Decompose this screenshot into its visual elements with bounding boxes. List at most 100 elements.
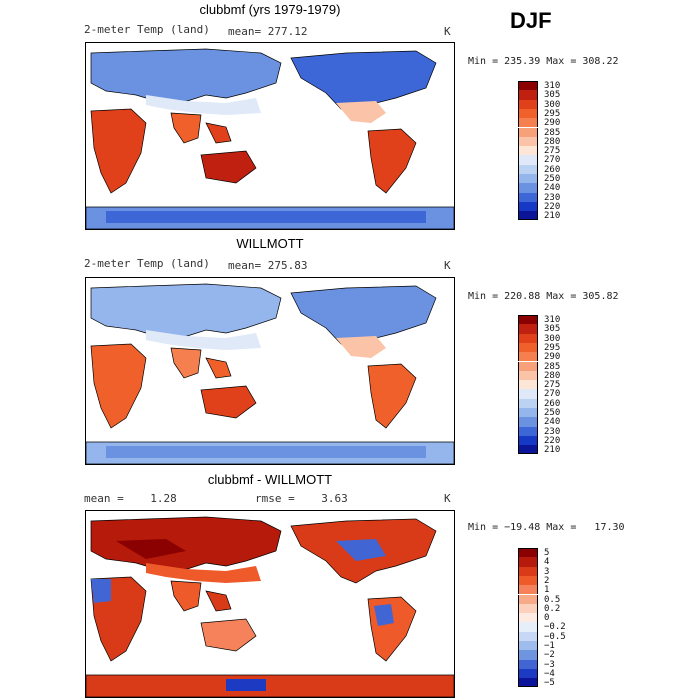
eurasia-region [90,48,282,104]
colorbar-tick-label: 295 [544,342,561,353]
colorbar-tick-label: 4 [544,557,550,568]
colorbar-tick-label: 230 [544,426,561,437]
panel-2-variable-label: 2-meter Temp (land) [84,257,210,270]
colorbar-swatch [518,594,538,604]
colorbar-tick-label: 290 [544,118,561,129]
colorbar-tick-label: −1 [544,641,555,651]
eurasia-region [90,516,282,572]
panel-2-mean-label: mean= 275.83 [228,259,308,272]
panel-1-title: clubbmf (yrs 1979-1979) [199,2,341,17]
colorbar-tick-label: 275 [544,380,561,391]
eurasia-region [90,283,282,339]
colorbar-tick-label: 295 [544,108,561,119]
colorbar-swatch [518,417,538,427]
colorbar-swatch [518,136,538,147]
colorbar-swatch [518,585,538,595]
colorbar-tick-label: 280 [544,370,561,381]
colorbar-swatch [518,641,538,651]
colorbar-swatch [518,575,538,586]
colorbar-tick-label: 250 [544,174,561,184]
colorbar-tick-label: −3 [544,659,555,670]
colorbar-swatch [518,408,538,418]
colorbar-tick-label: 275 [544,146,561,157]
antarctica-region [86,674,454,697]
colorbar-swatch [518,370,538,381]
panel-3-map [85,510,455,698]
australia-region [200,150,257,184]
colorbar-tick-label: 0 [544,613,550,624]
south-america-region [367,128,417,194]
colorbar-tick-label: 305 [544,324,561,335]
colorbar-swatch [518,211,538,221]
panel-3-mean-label: mean = 1.28 [84,492,177,505]
colorbar-tick-label: 305 [544,90,561,101]
africa-region [90,108,147,194]
season-label: DJF [510,8,552,33]
north-america-region [290,50,437,116]
panel-3-title: clubbmf - WILLMOTT [207,472,333,487]
panel-1-colorbar: 310 305 300 295 290 285 280 275 270 260 250 240 230 2… [518,81,588,221]
panel-2-map [85,277,455,465]
panel-1-mean-label: mean= 277.12 [228,25,308,38]
colorbar-swatch [518,426,538,436]
africa-region [90,343,147,429]
colorbar-swatch [518,398,538,408]
colorbar-tick-label: 240 [544,183,561,194]
colorbar-tick-label: 260 [544,398,561,409]
colorbar-tick-label: 270 [544,155,561,166]
colorbar-swatch [518,435,538,446]
colorbar-swatch [518,333,538,343]
colorbar-tick-label: 240 [544,417,561,428]
colorbar-tick-label: 280 [544,136,561,147]
colorbar-swatch [518,613,538,623]
colorbar-tick-label: −4 [544,668,555,679]
colorbar-tick-label: 210 [544,445,561,456]
colorbar-swatch [518,548,538,558]
colorbar-swatch [518,352,538,362]
north-america-region [290,285,437,351]
panel-1-map [85,42,455,230]
colorbar-tick-label: 0.5 [544,594,561,605]
colorbar-swatch [518,650,538,660]
colorbar-swatch [518,557,538,567]
colorbar-tick-label: 260 [544,164,561,175]
colorbar-tick-label: 220 [544,435,561,446]
colorbar-swatch [518,389,538,399]
panel-1-min-max: Min = 235.39 Max = 308.22 [468,56,619,67]
colorbar-tick-label: 300 [544,99,561,110]
panel-1-variable-label: 2-meter Temp (land) [84,23,210,36]
panel-2-unit: K [444,259,451,272]
colorbar-swatch [518,118,538,128]
colorbar-swatch [518,201,538,212]
colorbar-swatch [518,622,538,632]
colorbar-tick-label: 3 [544,566,550,577]
colorbar-swatch [518,324,538,334]
colorbar-swatch [518,361,538,371]
colorbar-tick-label: 230 [544,192,561,203]
colorbar-swatch [518,566,538,576]
colorbar-tick-label: 270 [544,389,561,400]
colorbar-tick-label: 285 [544,127,561,138]
panel-2-min-max: Min = 220.88 Max = 305.82 [468,291,619,302]
colorbar-swatch [518,315,538,325]
colorbar-swatch [518,183,538,193]
colorbar-tick-label: −0.5 [544,631,566,642]
colorbar-swatch [518,631,538,641]
colorbar-tick-label: 285 [544,361,561,372]
colorbar-tick-label: 310 [544,315,561,325]
colorbar-tick-label: 300 [544,333,561,344]
colorbar-swatch [518,90,538,100]
colorbar-tick-label: −5 [544,678,555,689]
colorbar-swatch [518,192,538,202]
colorbar-tick-label: 1 [544,585,550,596]
colorbar-swatch [518,146,538,156]
panel-1-unit: K [444,25,451,38]
colorbar-swatch [518,99,538,109]
australia-region [200,618,257,652]
panel-3-min-max: Min = −19.48 Max = 17.30 [468,522,625,533]
panel-3-rmse-label: rmse = 3.63 [255,492,348,505]
panel-3-colorbar: 5 4 3 2 1 0.5 0.2 0 −0.2 −0.5 −1 −2 −3 −4 −5 [518,548,588,688]
colorbar-swatch [518,668,538,679]
colorbar-swatch [518,155,538,165]
colorbar-swatch [518,603,538,614]
